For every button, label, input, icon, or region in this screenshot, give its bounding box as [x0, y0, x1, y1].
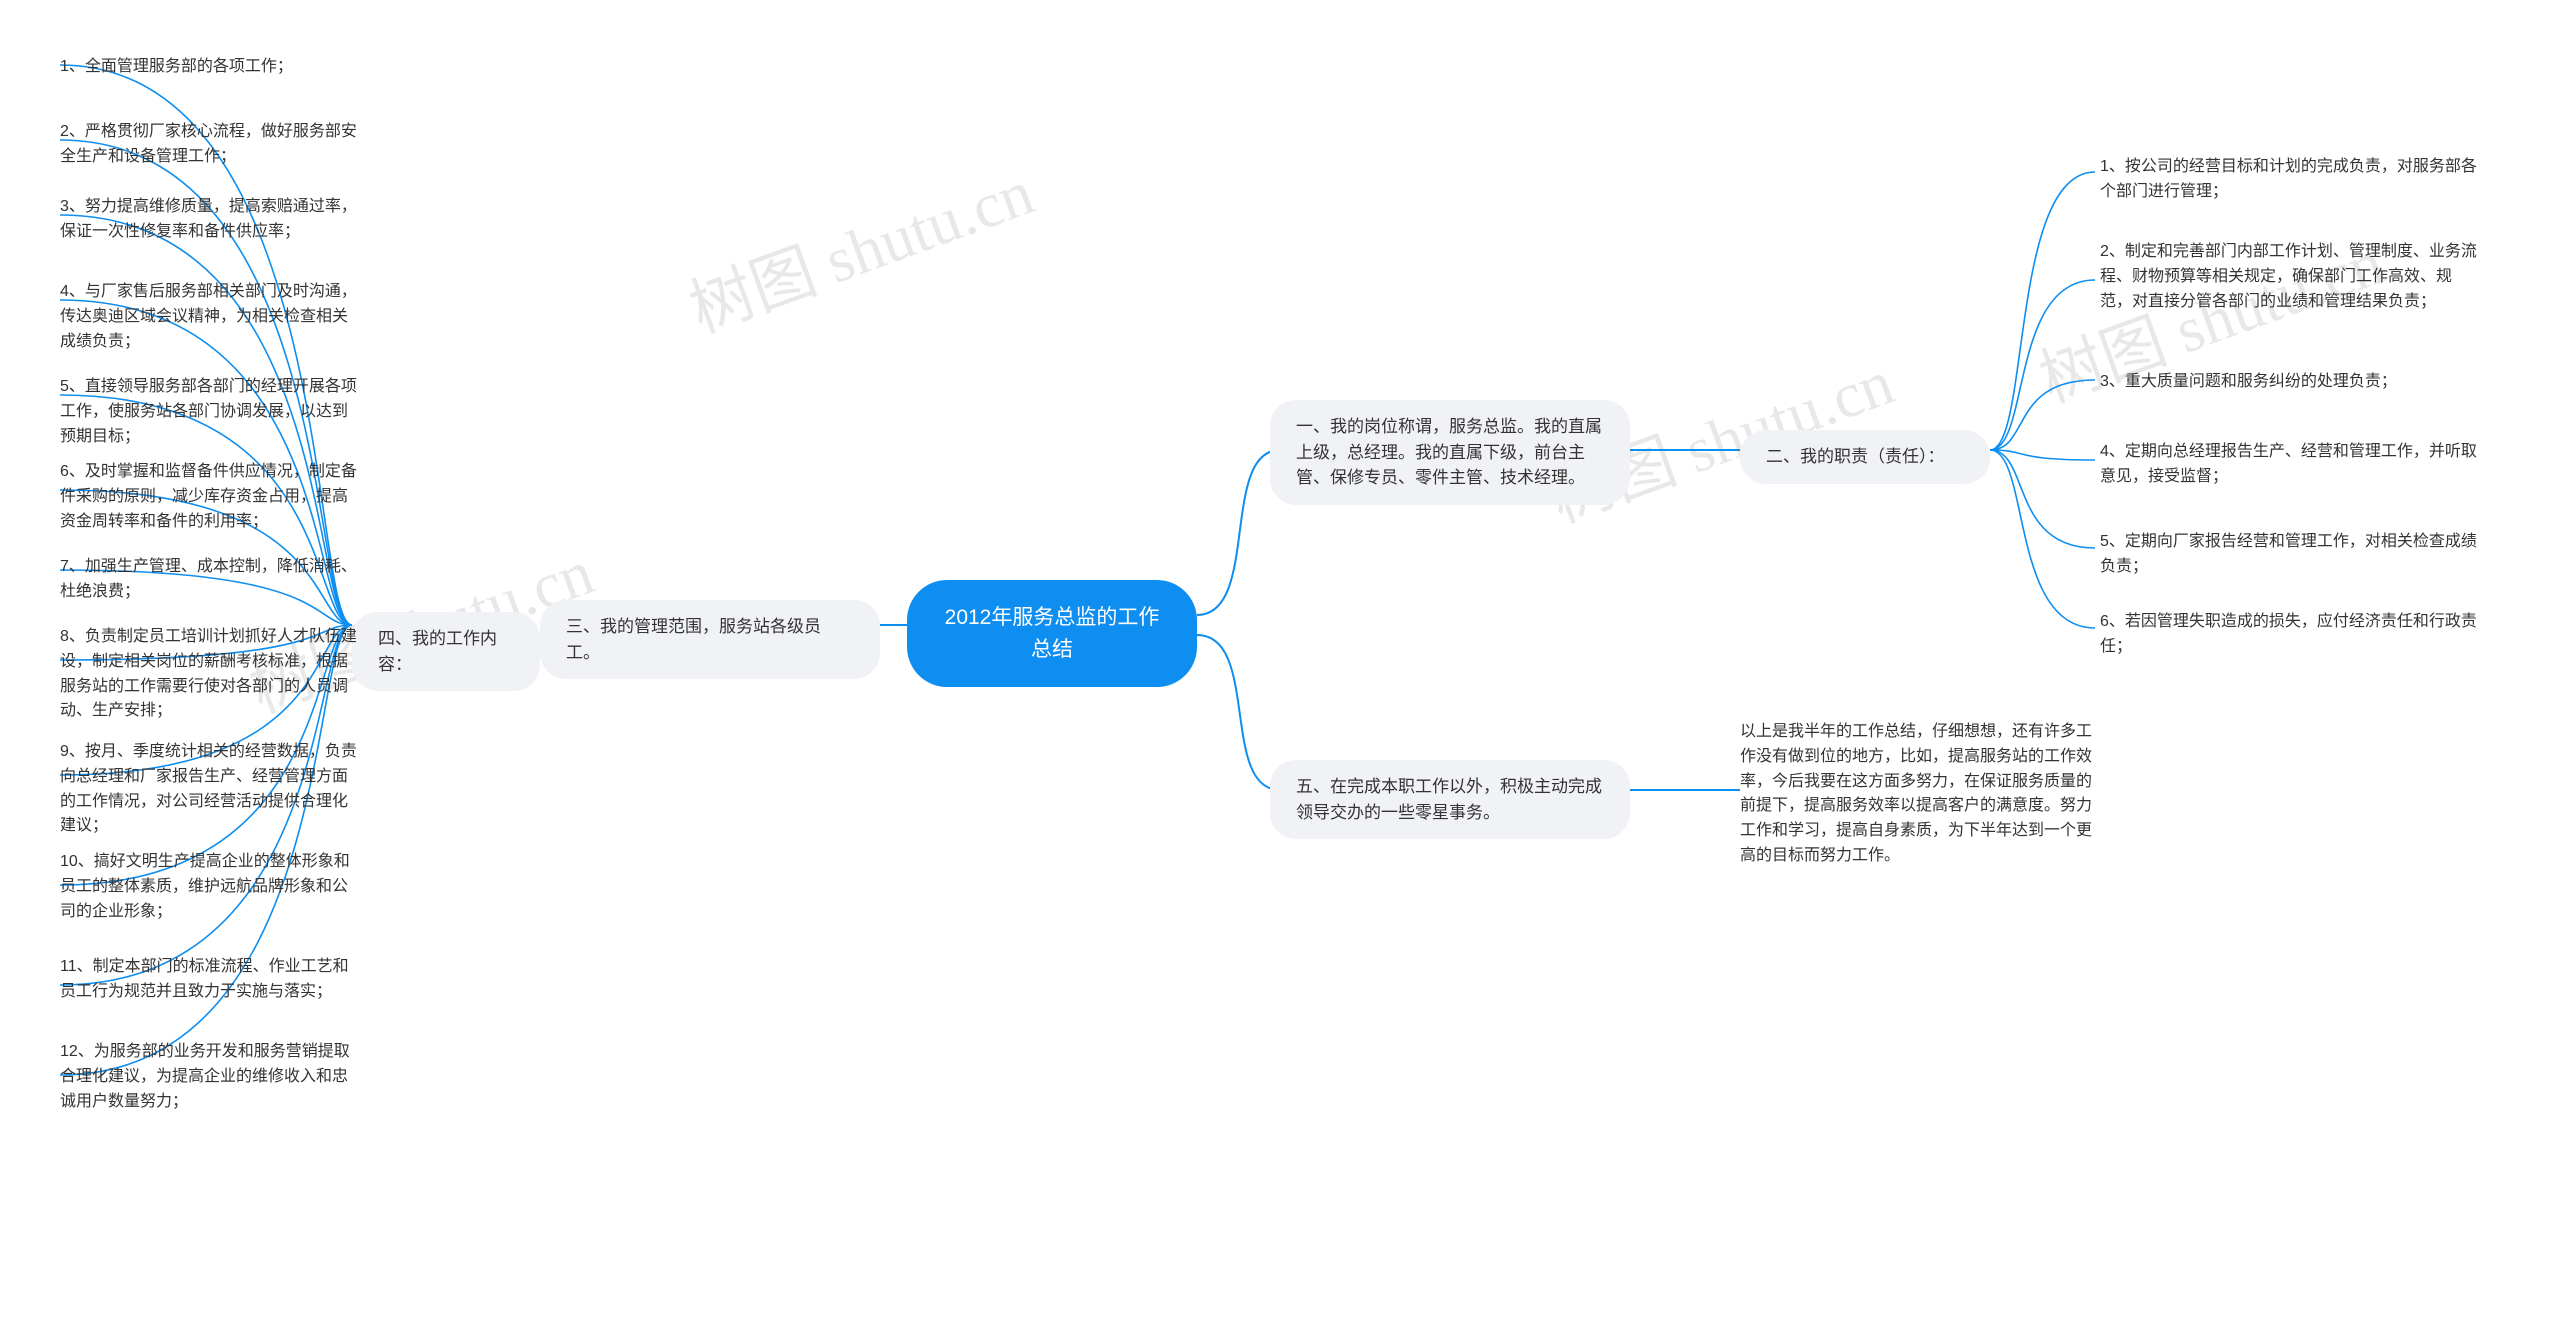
b4-leaf-12: 12、为服务部的业务开发和服务营销提取合理化建议，为提高企业的维修收入和忠诚用户… [60, 1040, 360, 1114]
b2-leaf-3: 3、重大质量问题和服务纠纷的处理负责； [2100, 370, 2480, 395]
b4-leaf-11: 11、制定本部门的标准流程、作业工艺和员工行为规范并且致力于实施与落实； [60, 955, 360, 1005]
b4-leaf-4: 4、与厂家售后服务部相关部门及时沟通，传达奥迪区域会议精神，为相关检查相关成绩负… [60, 280, 360, 354]
b4-leaf-7: 7、加强生产管理、成本控制，降低消耗、杜绝浪费； [60, 555, 360, 605]
b4-leaf-3: 3、努力提高维修质量，提高索赔通过率，保证一次性修复率和备件供应率； [60, 195, 360, 245]
branch-1[interactable]: 一、我的岗位称谓，服务总监。我的直属上级，总经理。我的直属下级，前台主管、保修专… [1270, 400, 1630, 505]
b4-leaf-9: 9、按月、季度统计相关的经营数据，负责向总经理和厂家报告生产、经营管理方面的工作… [60, 740, 360, 839]
b4-leaf-5: 5、直接领导服务部各部门的经理开展各项工作，使服务站各部门协调发展，以达到预期目… [60, 375, 360, 449]
branch-4[interactable]: 四、我的工作内容： [352, 612, 540, 691]
root-node[interactable]: 2012年服务总监的工作总结 [907, 580, 1197, 687]
branch-5[interactable]: 五、在完成本职工作以外，积极主动完成领导交办的一些零星事务。 [1270, 760, 1630, 839]
watermark: 树图 shutu.cn [675, 141, 1044, 350]
b4-leaf-1: 1、全面管理服务部的各项工作； [60, 55, 360, 80]
branch-2[interactable]: 二、我的职责（责任）： [1740, 430, 1990, 484]
b4-leaf-10: 10、搞好文明生产提高企业的整体形象和员工的整体素质，维护远航品牌形象和公司的企… [60, 850, 360, 924]
b4-leaf-6: 6、及时掌握和监督备件供应情况，制定备件采购的原则，减少库存资金占用，提高资金周… [60, 460, 360, 534]
b2-leaf-2: 2、制定和完善部门内部工作计划、管理制度、业务流程、财物预算等相关规定，确保部门… [2100, 240, 2480, 314]
branch-3[interactable]: 三、我的管理范围，服务站各级员工。 [540, 600, 880, 679]
b2-leaf-6: 6、若因管理失职造成的损失，应付经济责任和行政责任； [2100, 610, 2480, 660]
b2-leaf-4: 4、定期向总经理报告生产、经营和管理工作，并听取意见，接受监督； [2100, 440, 2480, 490]
b4-leaf-2: 2、严格贯彻厂家核心流程，做好服务部安全生产和设备管理工作； [60, 120, 360, 170]
b2-leaf-5: 5、定期向厂家报告经营和管理工作，对相关检查成绩负责； [2100, 530, 2480, 580]
branch-5-detail: 以上是我半年的工作总结，仔细想想，还有许多工作没有做到位的地方，比如，提高服务站… [1740, 720, 2100, 869]
b2-leaf-1: 1、按公司的经营目标和计划的完成负责，对服务部各个部门进行管理； [2100, 155, 2480, 205]
b4-leaf-8: 8、负责制定员工培训计划抓好人才队伍建设，制定相关岗位的薪酬考核标准，根据服务站… [60, 625, 360, 724]
